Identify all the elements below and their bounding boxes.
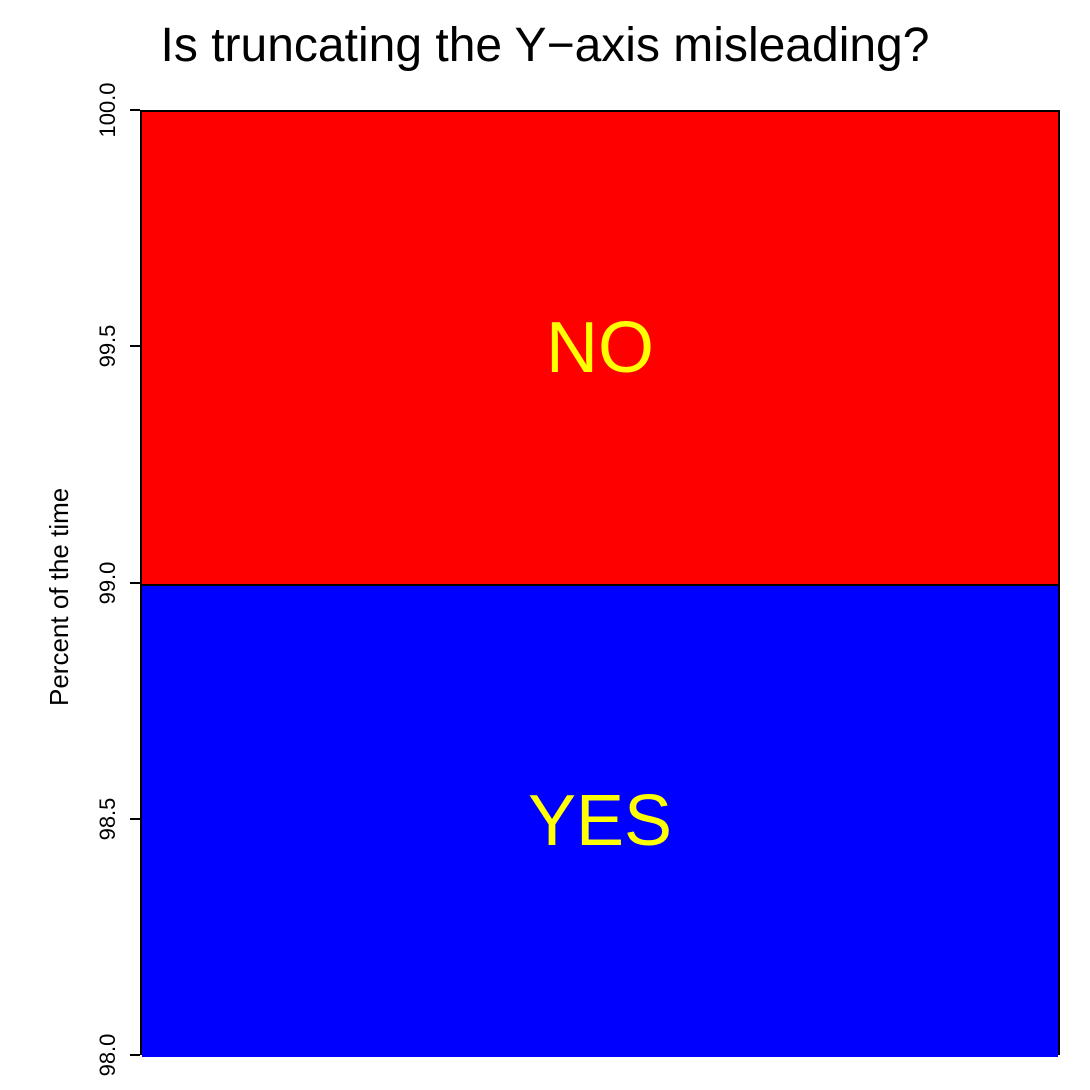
chart-title: Is truncating the Y−axis misleading? xyxy=(0,18,1090,73)
chart-container: Is truncating the Y−axis misleading? Per… xyxy=(0,0,1090,1090)
ytick-label: 99.5 xyxy=(96,306,120,386)
ytick-mark xyxy=(130,818,140,820)
ytick-mark xyxy=(130,109,140,111)
band-label-yes: YES xyxy=(528,785,672,857)
ytick-mark xyxy=(130,582,140,584)
plot-area: NO YES xyxy=(140,110,1060,1055)
ytick-label: 98.5 xyxy=(96,779,120,859)
ytick-label: 98.0 xyxy=(96,1015,120,1090)
band-no: NO xyxy=(142,112,1058,585)
band-label-no: NO xyxy=(546,312,654,384)
band-yes: YES xyxy=(142,585,1058,1058)
ytick-mark xyxy=(130,345,140,347)
y-axis-label: Percent of the time xyxy=(44,488,75,706)
ytick-label: 99.0 xyxy=(96,543,120,623)
ytick-label: 100.0 xyxy=(96,70,120,150)
ytick-mark xyxy=(130,1054,140,1056)
band-divider xyxy=(142,584,1058,586)
